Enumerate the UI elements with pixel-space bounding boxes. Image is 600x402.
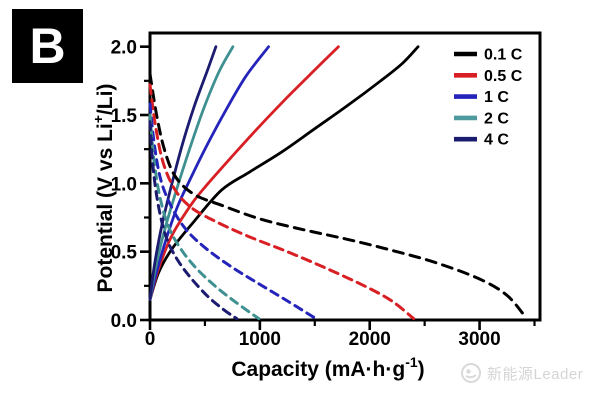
- series-0.1-c-charge: [148, 45, 420, 301]
- x-axis-title: Capacity (mA·h·g-1): [231, 354, 424, 381]
- legend-label: 1 C: [484, 89, 509, 106]
- legend: 0.1 C 0.5 C 1 C 2 C 4 C: [454, 47, 523, 149]
- x-axis: 0 1000 2000 3000: [145, 321, 536, 350]
- series-0.5-c-discharge: [148, 83, 416, 321]
- x-tick-label: 1000: [239, 329, 281, 350]
- y-tick-label: 0.0: [111, 311, 137, 332]
- x-tick-label: 2000: [349, 329, 391, 350]
- panel-label-badge: B: [12, 9, 83, 83]
- series-0.5-c-charge: [148, 45, 340, 301]
- y-tick-label: 0.5: [111, 243, 138, 264]
- watermark-logo-icon: [460, 362, 482, 384]
- legend-label: 4 C: [484, 132, 509, 149]
- legend-label: 0.5 C: [484, 68, 523, 85]
- plot-frame: [148, 31, 542, 322]
- y-tick-label: 1.5: [111, 106, 138, 127]
- series-1-c-charge: [148, 45, 270, 301]
- series-2-c-charge: [148, 45, 235, 301]
- panel-label: B: [29, 18, 66, 74]
- legend-label: 2 C: [484, 110, 509, 127]
- y-tick-label: 1.0: [111, 174, 137, 195]
- legend-label: 0.1 C: [484, 47, 523, 64]
- y-axis: 0.0 0.5 1.0 1.5 2.0: [111, 38, 149, 332]
- series-1-c-discharge: [148, 102, 318, 321]
- series-0.1-c-discharge: [148, 72, 528, 319]
- x-tick-label: 0: [145, 329, 156, 350]
- series-4-c-discharge: [148, 120, 239, 321]
- series-group: [148, 45, 528, 321]
- y-axis-title: Potential (V vs Li+/Li): [90, 84, 117, 293]
- watermark-text: 新能源Leader: [487, 365, 584, 383]
- watermark: 新能源Leader: [460, 362, 583, 384]
- x-tick-label: 3000: [458, 329, 500, 350]
- series-2-c-discharge: [148, 113, 261, 321]
- y-tick-label: 2.0: [111, 38, 137, 59]
- series-4-c-charge: [148, 45, 218, 301]
